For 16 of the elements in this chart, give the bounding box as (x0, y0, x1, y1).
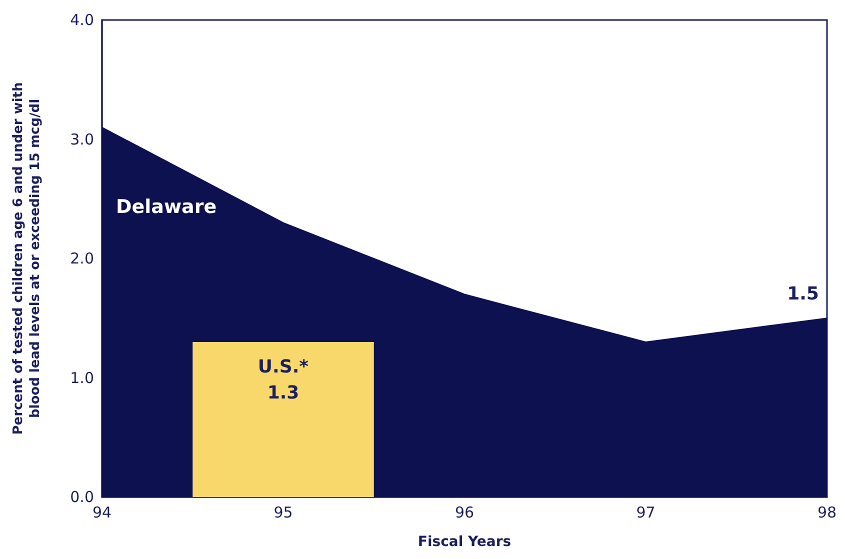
y-tick-label: 0.0 (70, 488, 94, 506)
x-tick-label: 98 (817, 504, 837, 522)
y-tick-label: 2.0 (70, 250, 94, 268)
x-axis-title: Fiscal Years (418, 534, 512, 550)
y-tick-label: 3.0 (70, 130, 94, 148)
series-label: Delaware (116, 196, 217, 218)
y-tick-label: 4.0 (70, 11, 94, 29)
data-label: 1.3 (267, 382, 300, 404)
series-label: U.S.* (258, 356, 310, 378)
x-tick-label: 95 (274, 504, 293, 522)
y-tick-label: 1.0 (70, 368, 94, 387)
data-label: 1.5 (787, 284, 819, 305)
x-tick-label: 97 (636, 504, 656, 522)
x-tick-label: 96 (454, 504, 474, 522)
x-tick-label: 94 (92, 504, 112, 522)
y-axis-title: Percent of tested children age 6 and under with blood lead levels at or exceeding 15 mcg/dl (11, 82, 43, 435)
